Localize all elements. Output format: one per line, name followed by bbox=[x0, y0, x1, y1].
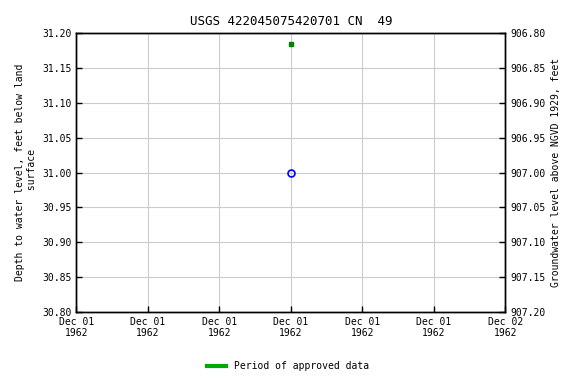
Y-axis label: Groundwater level above NGVD 1929, feet: Groundwater level above NGVD 1929, feet bbox=[551, 58, 561, 287]
Legend: Period of approved data: Period of approved data bbox=[203, 358, 373, 375]
Y-axis label: Depth to water level, feet below land
 surface: Depth to water level, feet below land su… bbox=[15, 64, 37, 281]
Title: USGS 422045075420701 CN  49: USGS 422045075420701 CN 49 bbox=[190, 15, 392, 28]
